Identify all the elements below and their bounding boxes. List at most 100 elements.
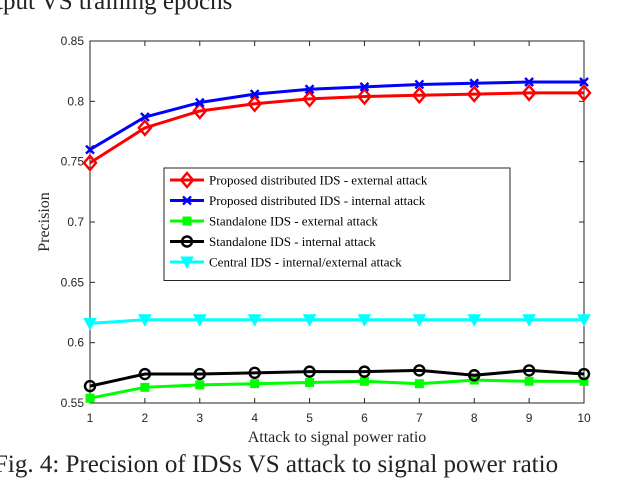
series-line	[89, 318, 584, 325]
series-line	[89, 378, 584, 400]
data-point	[303, 365, 316, 378]
data-point	[248, 366, 261, 380]
legend-marker	[182, 216, 192, 226]
legend-label: Proposed distributed IDS - internal atta…	[209, 193, 426, 208]
y-tick-label: 0.85	[61, 34, 85, 48]
data-point	[85, 393, 95, 403]
legend-marker	[179, 171, 195, 189]
series-line	[89, 368, 585, 388]
data-point	[524, 376, 534, 386]
data-point	[140, 112, 150, 122]
series-line	[89, 91, 584, 165]
data-point	[82, 154, 98, 172]
x-tick-label: 6	[361, 411, 368, 425]
legend-box	[163, 167, 511, 281]
data-point	[137, 119, 153, 137]
data-point	[192, 314, 207, 327]
data-point	[414, 79, 425, 90]
data-point	[247, 94, 263, 113]
data-point	[358, 365, 371, 378]
x-tick-label: 1	[87, 411, 94, 425]
series-1	[82, 84, 592, 172]
series-2	[85, 77, 589, 155]
x-tick-label: 9	[526, 411, 533, 425]
legend-item: Proposed distributed IDS - external atta…	[170, 171, 428, 189]
y-tick-label: 0.8	[67, 94, 84, 108]
series-3	[85, 375, 589, 403]
legend-item: Standalone IDS - external attack	[170, 214, 378, 229]
x-tick-label: 2	[142, 411, 149, 425]
legend-marker	[180, 256, 194, 270]
series-5	[83, 314, 591, 331]
legend-marker	[180, 235, 194, 248]
data-point	[414, 379, 424, 389]
data-point	[522, 364, 536, 377]
x-axis-label: Attack to signal power ratio	[248, 429, 427, 446]
data-point	[576, 84, 592, 102]
data-point	[467, 314, 482, 327]
data-point	[356, 87, 373, 106]
y-axis-label: Precision	[36, 192, 53, 252]
legend-item: Central IDS - internal/external attack	[170, 255, 402, 270]
legend-label: Standalone IDS - external attack	[209, 214, 378, 229]
data-point	[249, 89, 260, 99]
axis-ticks: 1 2 3 4 5 6 7 8 9 10 0.55 0.6 0.65 0.7 0.75 0.8 0.85	[61, 34, 591, 425]
x-tick-label: 7	[416, 411, 423, 425]
data-point	[138, 314, 152, 327]
series-4	[83, 364, 591, 393]
x-tick-label: 10	[577, 411, 591, 425]
y-tick-label: 0.6	[67, 336, 84, 350]
data-point	[247, 314, 262, 327]
x-tick-label: 4	[251, 411, 258, 425]
legend: Proposed distributed IDS - external atta…	[163, 167, 511, 281]
data-point	[140, 382, 150, 392]
data-point	[521, 84, 537, 102]
data-point	[305, 377, 315, 387]
data-point	[524, 77, 534, 87]
data-point	[579, 376, 589, 386]
data-point	[302, 314, 317, 327]
data-point	[194, 97, 205, 108]
data-point	[193, 367, 206, 381]
data-point	[83, 317, 97, 331]
data-point	[192, 102, 208, 120]
data-point	[466, 85, 482, 103]
legend-label: Central IDS - internal/external attack	[209, 255, 402, 270]
data-point	[522, 314, 536, 327]
legend-label: Standalone IDS - internal attack	[209, 234, 376, 249]
data-point	[301, 90, 318, 108]
y-tick-label: 0.7	[67, 215, 84, 229]
series-line	[89, 80, 584, 151]
data-point	[138, 367, 152, 381]
data-point	[579, 77, 589, 87]
data-point	[85, 144, 95, 155]
legend-label: Proposed distributed IDS - external atta…	[209, 173, 428, 188]
data-point	[469, 78, 480, 89]
bottom-caption: Fig. 4: Precision of IDSs VS attack to s…	[0, 451, 559, 478]
data-point	[357, 314, 372, 327]
legend-marker	[182, 195, 192, 206]
x-tick-label: 5	[306, 411, 313, 425]
series-layer	[82, 77, 592, 403]
data-point	[412, 314, 427, 327]
x-tick-label: 8	[471, 411, 478, 425]
data-point	[411, 86, 427, 105]
data-point	[577, 314, 591, 327]
top-caption: tput VS training epochs	[0, 0, 233, 15]
data-point	[468, 369, 481, 382]
y-tick-label: 0.55	[61, 396, 85, 410]
data-point	[195, 380, 205, 390]
data-point	[359, 82, 370, 92]
y-tick-label: 0.65	[61, 275, 85, 289]
data-point	[413, 364, 426, 377]
x-tick-label: 3	[196, 411, 203, 425]
legend-item: Standalone IDS - internal attack	[170, 234, 376, 249]
data-point	[250, 379, 260, 389]
legend-item: Proposed distributed IDS - internal atta…	[170, 193, 426, 208]
data-point	[83, 379, 97, 393]
data-point	[304, 84, 315, 95]
data-point	[359, 376, 369, 386]
data-point	[577, 367, 591, 381]
y-tick-label: 0.75	[61, 155, 85, 169]
